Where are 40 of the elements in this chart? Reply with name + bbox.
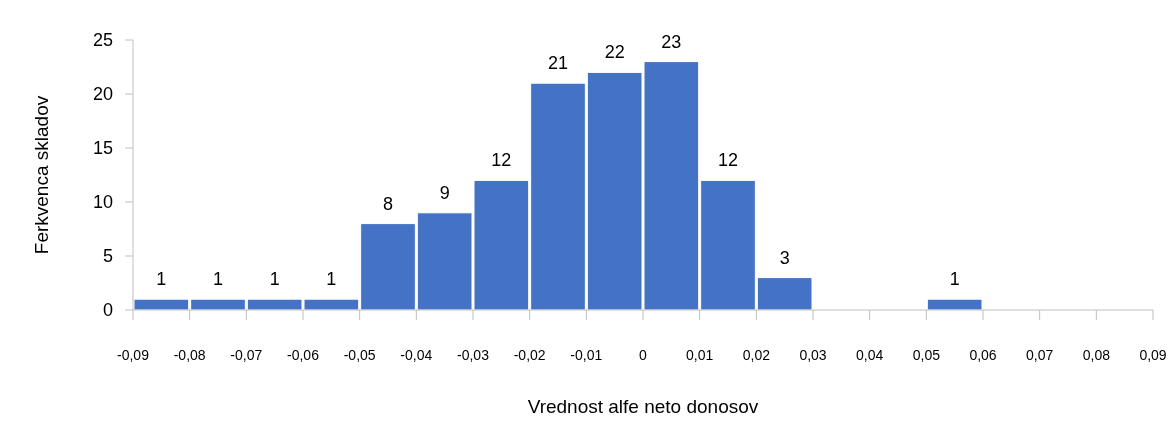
y-tick-label: 20 xyxy=(92,84,113,105)
x-tick-label: -0,05 xyxy=(343,347,376,363)
x-axis-title: Vrednost alfe neto donosov xyxy=(527,396,759,417)
y-tick-label: 5 xyxy=(102,246,113,267)
x-tick-label: 0,05 xyxy=(912,347,941,363)
data-label: 1 xyxy=(212,269,224,290)
data-label: 1 xyxy=(269,269,280,290)
x-tick-label: 0,04 xyxy=(856,347,884,363)
x-tick-label: -0,01 xyxy=(570,347,603,363)
x-tick-label: -0,04 xyxy=(400,347,433,363)
data-label: 8 xyxy=(382,193,394,214)
data-label: 1 xyxy=(326,269,337,290)
y-tick-label: 25 xyxy=(92,30,113,51)
x-tick-label: 0,07 xyxy=(1026,347,1054,363)
data-label: 9 xyxy=(439,182,450,203)
x-tick-label: 0,03 xyxy=(799,347,827,363)
x-tick-label: 0,09 xyxy=(1139,347,1167,363)
data-label: 1 xyxy=(156,269,167,290)
x-tick-label: -0,06 xyxy=(287,347,320,363)
x-tick-label: -0,09 xyxy=(117,347,150,363)
data-label: 23 xyxy=(661,31,682,52)
x-tick-label: 0,06 xyxy=(969,347,997,363)
x-tick-label: 0,08 xyxy=(1082,347,1111,363)
x-tick-label: 0,02 xyxy=(742,347,771,363)
y-tick-label: 0 xyxy=(102,300,113,321)
data-label: 3 xyxy=(779,247,790,268)
x-tick-label: -0,08 xyxy=(173,347,206,363)
x-tick-label: -0,07 xyxy=(230,347,263,363)
y-tick-label: 15 xyxy=(92,138,113,159)
x-tick-label: -0,03 xyxy=(457,347,490,363)
data-label: 12 xyxy=(491,150,512,171)
data-label: 21 xyxy=(547,53,569,74)
data-label: 12 xyxy=(717,150,739,171)
y-tick-label: 10 xyxy=(92,192,113,213)
data-label: 22 xyxy=(604,42,625,63)
x-tick-label: 0,01 xyxy=(686,347,714,363)
y-axis-title: Ferkvenca skladov xyxy=(31,95,52,255)
x-tick-label: -0,02 xyxy=(513,347,546,363)
data-label: 1 xyxy=(949,269,960,290)
x-tick-label: 0 xyxy=(639,347,648,363)
